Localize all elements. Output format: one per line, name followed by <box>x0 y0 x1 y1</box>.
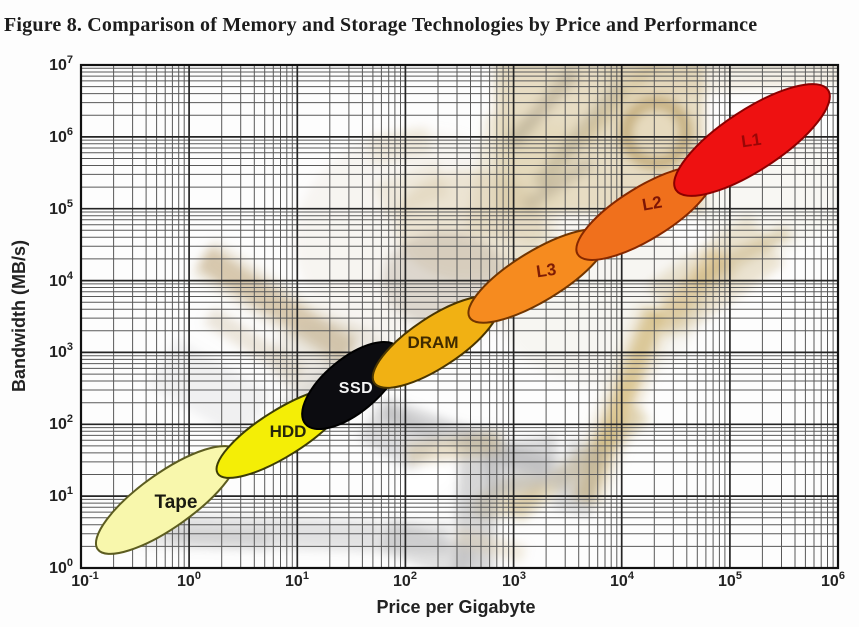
svg-text:SSD: SSD <box>339 380 373 397</box>
svg-text:HDD: HDD <box>270 422 307 441</box>
svg-text:Tape: Tape <box>155 492 198 513</box>
svg-text:Price per Gigabyte: Price per Gigabyte <box>376 597 535 617</box>
svg-text:L3: L3 <box>535 260 557 282</box>
svg-text:Bandwidth (MB/s): Bandwidth (MB/s) <box>9 240 29 392</box>
svg-text:DRAM: DRAM <box>408 333 459 352</box>
svg-text:L2: L2 <box>641 193 664 215</box>
svg-text:L1: L1 <box>740 130 762 152</box>
svg-text:Figure 8. Comparison of Memory: Figure 8. Comparison of Memory and Stora… <box>4 14 757 36</box>
